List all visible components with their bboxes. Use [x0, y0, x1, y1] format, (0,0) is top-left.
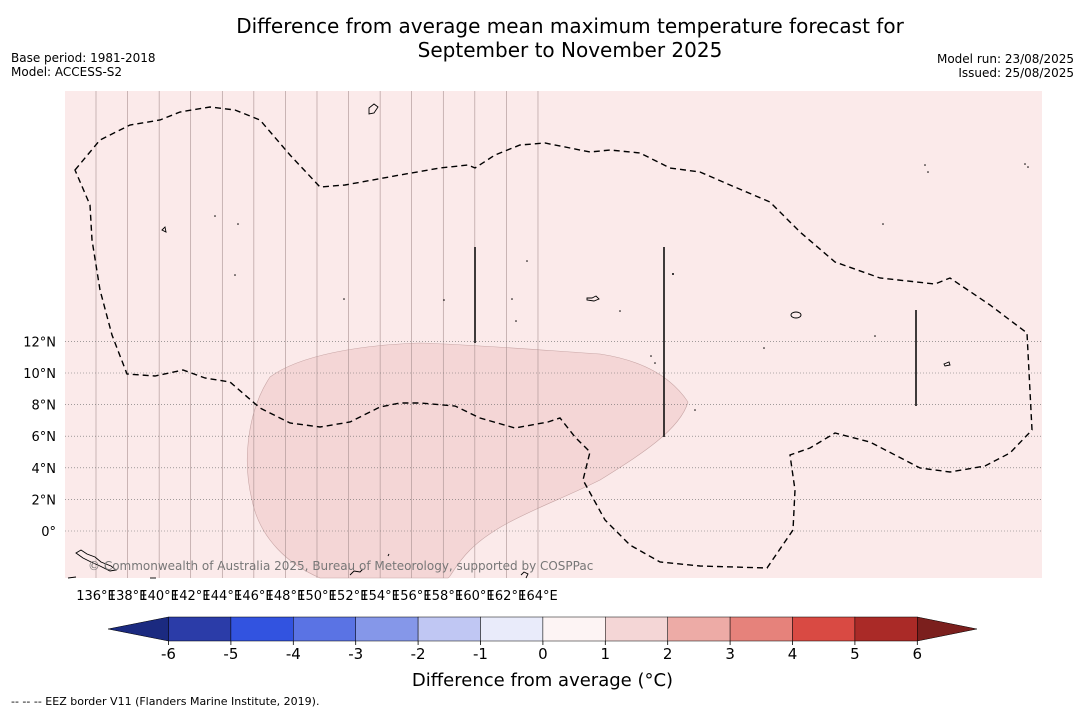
island-west: [161, 226, 167, 233]
colorbar-segment: [480, 616, 544, 642]
island-south-mid: [387, 553, 390, 557]
title-line-2: September to November 2025: [417, 38, 723, 62]
lon-tick-label: 146°E: [234, 589, 274, 604]
colorbar-tick-label: -5: [223, 645, 238, 663]
colorbar-tick-label: 1: [601, 645, 611, 663]
longitude-labels: 136°E138°E140°E142°E144°E146°E148°E150°E…: [76, 589, 558, 604]
lon-tick-label: 160°E: [455, 589, 495, 604]
lon-tick-label: 158°E: [424, 589, 464, 604]
issued-date-text: Issued: 25/08/2025: [958, 66, 1074, 80]
colorbar-segment: [355, 616, 419, 642]
colorbar-segment: [230, 616, 294, 642]
island-south-small: [520, 571, 529, 579]
island-southwest: [75, 549, 118, 572]
island-southwest-small: [67, 576, 77, 579]
longitude-gridlines: [95, 91, 539, 578]
latitude-gridlines: [65, 341, 1042, 532]
lat-tick-label: 8°N: [32, 399, 57, 414]
map-title: Difference from average mean maximum tem…: [0, 14, 1085, 62]
colorbar-segment: [667, 616, 731, 642]
title-line-1: Difference from average mean maximum tem…: [236, 14, 904, 38]
lat-tick-label: 6°N: [32, 430, 57, 445]
anomaly-region: [247, 342, 689, 579]
colorbar-tick-label: 5: [850, 645, 860, 663]
lon-tick-label: 140°E: [139, 589, 179, 604]
colorbar-segment: [792, 616, 856, 642]
colorbar-tick-label: 4: [788, 645, 798, 663]
eez-legend-text: -- -- -- EEZ border V11 (Flanders Marine…: [11, 695, 320, 708]
lon-tick-label: 164°E: [518, 589, 558, 604]
colorbar-segment: [293, 616, 356, 642]
colorbar-segment: [605, 616, 668, 642]
colorbar-tick-label: 3: [725, 645, 735, 663]
lon-tick-label: 156°E: [392, 589, 432, 604]
colorbar-tick-label: -1: [473, 645, 488, 663]
lon-tick-label: 138°E: [108, 589, 148, 604]
colorbar-segment: [168, 616, 232, 642]
colorbar-high-extend: [917, 616, 978, 642]
lon-tick-label: 152°E: [329, 589, 369, 604]
lon-tick-label: 144°E: [203, 589, 243, 604]
colorbar-tick-label: -3: [348, 645, 363, 663]
model-info: Base period: 1981-2018 Model: ACCESS-S2: [11, 51, 156, 79]
colorbar-tick-label: 0: [538, 645, 548, 663]
island-far-east: [943, 361, 951, 367]
run-info: Model run: 23/08/2025 Issued: 25/08/2025: [937, 52, 1074, 80]
island-south: [349, 568, 364, 576]
lon-tick-label: 154°E: [360, 589, 400, 604]
lat-tick-label: 0°: [41, 525, 56, 540]
colorbar-low-extend: [107, 616, 169, 642]
model-run-text: Model run: 23/08/2025: [936, 52, 1074, 66]
lon-tick-label: 150°E: [297, 589, 337, 604]
lat-tick-label: 2°N: [32, 493, 57, 508]
lat-tick-label: 12°N: [23, 335, 56, 350]
island-north: [368, 103, 379, 115]
copyright-watermark: © Commonwealth of Australia 2025, Bureau…: [88, 559, 593, 573]
colorbar-label: Difference from average (°C): [411, 670, 674, 691]
eez-border-main: [74, 106, 1033, 569]
lat-tick-label: 4°N: [32, 462, 57, 477]
island-dots: [214, 163, 1029, 411]
colorbar-segment: [729, 616, 793, 642]
colorbar-segment: [854, 616, 918, 642]
colorbar-tick-label: -6: [161, 645, 176, 663]
lon-tick-label: 142°E: [171, 589, 211, 604]
eez-straight-lines: [474, 247, 917, 437]
base-period-text: Base period: 1981-2018: [11, 51, 156, 65]
colorbar-tick-label: -4: [286, 645, 301, 663]
model-name-text: Model: ACCESS-S2: [11, 65, 123, 79]
lon-tick-label: 148°E: [266, 589, 306, 604]
colorbar: [107, 616, 978, 642]
colorbar-tick-label: 2: [663, 645, 673, 663]
colorbar-tick-labels: -6 -5 -4 -3 -2 -1 0 1 2 3 4 5 6: [161, 641, 922, 663]
eez-borders: [74, 106, 1033, 569]
lat-tick-label: 10°N: [23, 367, 56, 382]
colorbar-tick-label: 6: [913, 645, 923, 663]
lon-tick-label: 162°E: [487, 589, 527, 604]
map-background: [65, 91, 1042, 578]
colorbar-tick-label: -2: [411, 645, 426, 663]
latitude-labels: 12°N 10°N 8°N 6°N 4°N 2°N 0°: [23, 335, 56, 540]
islands: [67, 103, 951, 579]
island-east-oval: [790, 311, 802, 319]
lon-tick-label: 136°E: [76, 589, 116, 604]
island-cluster-center: [586, 295, 600, 302]
colorbar-segment: [417, 616, 481, 642]
colorbar-segment: [542, 616, 606, 642]
